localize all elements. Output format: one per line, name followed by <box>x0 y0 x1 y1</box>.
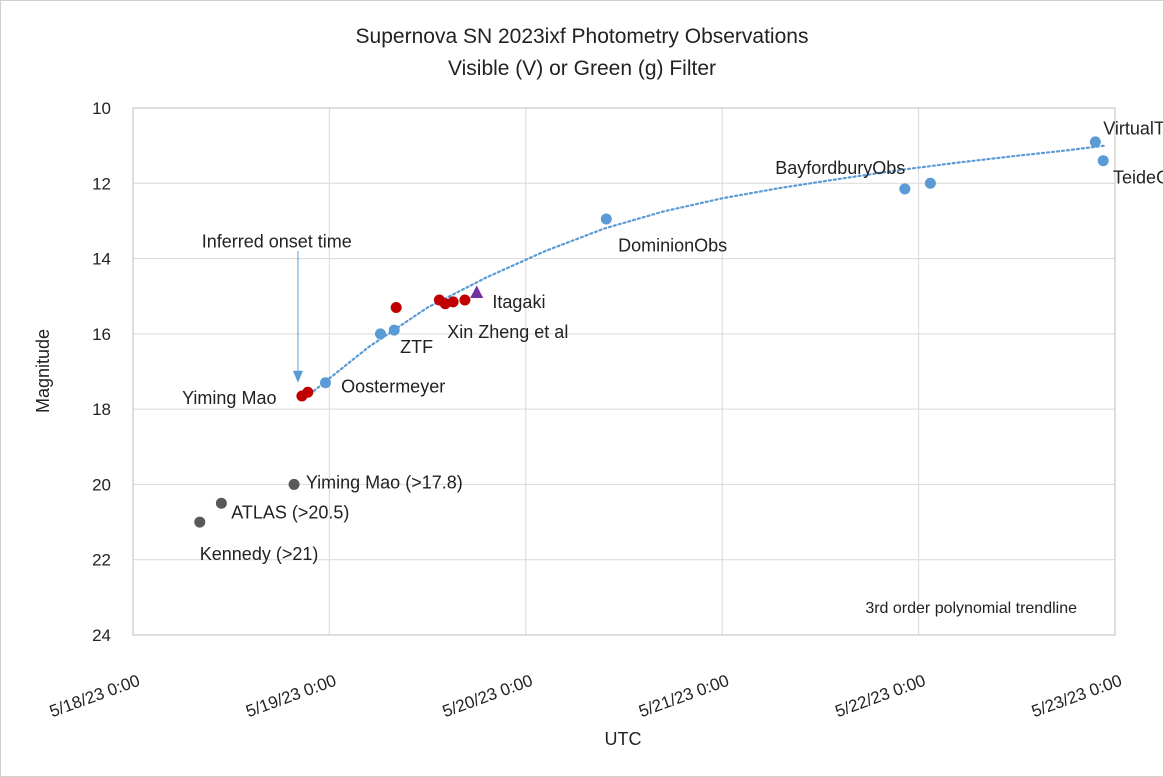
anno-layer: 3rd order polynomial trendline VirtualTel… <box>182 119 1163 617</box>
onset-arrow-head <box>292 370 303 383</box>
y-axis-title: Magnitude <box>33 329 53 413</box>
chart-subtitle: Visible (V) or Green (g) Filter <box>448 57 716 80</box>
y-tick-label: 20 <box>92 475 111 494</box>
point-layer <box>194 136 1109 528</box>
annotation-label: BayfordburyObs <box>775 158 905 178</box>
data-point <box>388 324 400 336</box>
annotation-label: Kennedy (>21) <box>200 544 319 564</box>
chart-title: Supernova SN 2023ixf Photometry Observat… <box>356 25 809 48</box>
trendline-label: 3rd order polynomial trendline <box>865 600 1077 617</box>
axis-layer: 10 12 14 16 18 20 22 24 5/18/23 0:00 5/19/23 0:00… <box>47 99 1124 721</box>
data-point <box>319 377 331 389</box>
x-tick-label: 5/19/23 0:00 <box>243 671 338 721</box>
x-tick-label: 5/20/23 0:00 <box>440 671 535 721</box>
data-point <box>302 386 314 398</box>
y-tick-label: 24 <box>92 626 111 645</box>
annotation-label: Oostermeyer <box>341 377 445 397</box>
annotation-label: Inferred onset time <box>202 232 352 252</box>
x-tick-label: 5/18/23 0:00 <box>47 671 142 721</box>
data-point <box>600 213 612 225</box>
x-tick-label: 5/23/23 0:00 <box>1029 671 1124 721</box>
arrow-layer <box>292 251 303 383</box>
data-point <box>1089 136 1101 148</box>
annotation-label: Xin Zheng et al <box>447 322 568 342</box>
data-point <box>459 294 471 306</box>
plot-area <box>132 107 1116 636</box>
x-tick-label: 5/22/23 0:00 <box>833 671 928 721</box>
data-point <box>447 296 459 308</box>
annotation-label: VirtualTelescope <box>1103 119 1163 139</box>
annotation-label: Yiming Mao (>17.8) <box>306 473 463 493</box>
data-point <box>194 516 206 528</box>
annotation-label: Itagaki <box>492 292 545 312</box>
data-point <box>470 285 484 298</box>
data-point <box>924 177 936 189</box>
annotation-label: TeideObs <box>1113 168 1163 188</box>
trend-layer <box>308 144 1107 396</box>
data-point <box>390 302 402 314</box>
y-tick-label: 16 <box>92 325 111 344</box>
annotation-label: ZTF <box>400 337 433 357</box>
trendline <box>308 144 1107 396</box>
y-tick-label: 18 <box>92 400 111 419</box>
data-point <box>374 328 386 340</box>
y-tick-label: 14 <box>92 250 111 269</box>
annotation-label: DominionObs <box>618 235 727 255</box>
x-tick-label: 5/21/23 0:00 <box>636 671 731 721</box>
data-point <box>1097 155 1109 167</box>
x-axis-title: UTC <box>605 729 642 749</box>
data-point <box>288 478 300 490</box>
annotation-label: ATLAS (>20.5) <box>231 503 349 523</box>
annotation-label: Yiming Mao <box>182 388 276 408</box>
y-tick-label: 12 <box>92 174 111 193</box>
y-tick-label: 10 <box>92 99 111 118</box>
y-tick-label: 22 <box>92 551 111 570</box>
data-point <box>215 497 227 509</box>
data-point <box>899 183 911 195</box>
